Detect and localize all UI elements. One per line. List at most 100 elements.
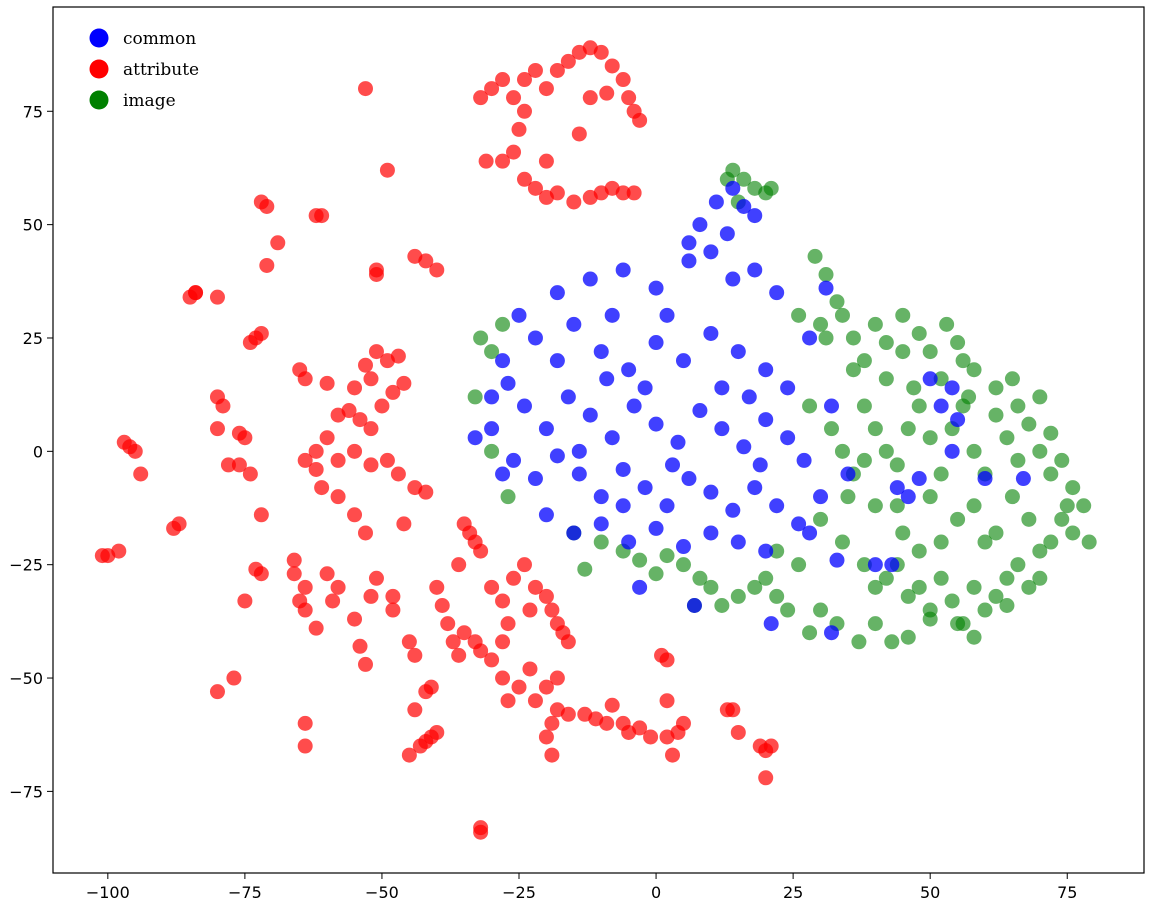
- point-attribute-188: [495, 153, 511, 169]
- point-attribute-60: [253, 507, 269, 523]
- point-attribute-97: [440, 616, 456, 632]
- point-common-49: [758, 543, 774, 559]
- point-attribute-77: [325, 593, 341, 609]
- point-common-25: [780, 430, 796, 446]
- point-image-45: [1081, 534, 1097, 550]
- point-image-114: [950, 511, 966, 527]
- point-common-40: [791, 516, 807, 532]
- point-common-36: [703, 484, 719, 500]
- point-attribute-47: [314, 480, 330, 496]
- point-common-12: [500, 375, 516, 391]
- point-attribute-135: [538, 679, 554, 695]
- point-common-38: [747, 480, 763, 496]
- y-tick-label: −50: [9, 669, 43, 688]
- point-image-1: [736, 171, 752, 187]
- point-attribute-130: [495, 670, 511, 686]
- point-image-76: [758, 570, 774, 586]
- point-attribute-159: [730, 724, 746, 740]
- point-image-18: [955, 353, 971, 369]
- point-image-39: [1021, 416, 1037, 432]
- point-common-80: [889, 480, 905, 496]
- point-attribute-10: [429, 262, 445, 278]
- x-axis: −100 −75 −50 −25 0 25 50 75: [86, 873, 1077, 902]
- point-common-58: [769, 285, 785, 301]
- point-image-110: [1059, 498, 1075, 514]
- point-image-58: [966, 579, 982, 595]
- point-common-37: [725, 502, 741, 518]
- point-image-71: [922, 611, 938, 627]
- point-attribute-35: [363, 421, 379, 437]
- point-attribute-139: [538, 729, 554, 745]
- point-common-45: [648, 520, 664, 536]
- point-image-83: [659, 548, 675, 564]
- point-attribute-124: [407, 702, 423, 718]
- point-common-96: [637, 380, 653, 396]
- point-common-76: [802, 330, 818, 346]
- point-image-73: [966, 629, 982, 645]
- point-common-81: [900, 489, 916, 505]
- point-image-80: [703, 579, 719, 595]
- point-image-17: [939, 316, 955, 332]
- point-attribute-78: [308, 620, 324, 636]
- point-attribute-141: [560, 706, 576, 722]
- point-attribute-172: [538, 81, 554, 97]
- point-common-54: [681, 253, 697, 269]
- point-image-108: [1032, 389, 1048, 405]
- point-image-29: [911, 398, 927, 414]
- point-attribute-178: [604, 58, 620, 74]
- point-common-50: [549, 285, 565, 301]
- x-tick-label: 75: [1057, 883, 1077, 902]
- point-common-57: [747, 262, 763, 278]
- point-image-69: [884, 634, 900, 650]
- point-image-93: [473, 330, 489, 346]
- point-image-74: [851, 634, 867, 650]
- point-attribute-45: [297, 452, 313, 468]
- point-attribute-42: [390, 466, 406, 482]
- point-common-97: [615, 498, 631, 514]
- point-common-11: [780, 380, 796, 396]
- point-image-105: [950, 335, 966, 351]
- point-common-77: [818, 280, 834, 296]
- point-common-8: [703, 325, 719, 341]
- y-tick-label: 50: [23, 216, 43, 235]
- point-common-66: [484, 421, 500, 437]
- point-image-47: [834, 534, 850, 550]
- point-image-89: [769, 588, 785, 604]
- point-attribute-133: [522, 661, 538, 677]
- point-common-23: [736, 439, 752, 455]
- point-attribute-180: [621, 90, 637, 106]
- point-attribute-162: [763, 738, 779, 754]
- point-common-21: [692, 403, 708, 419]
- point-common-15: [560, 389, 576, 405]
- point-common-98: [714, 380, 730, 396]
- point-attribute-76: [330, 579, 346, 595]
- point-common-71: [824, 398, 840, 414]
- point-common-90: [884, 557, 900, 573]
- point-image-86: [593, 534, 609, 550]
- point-attribute-71: [253, 566, 269, 582]
- point-attribute-104: [495, 634, 511, 650]
- point-image-95: [495, 316, 511, 332]
- point-image-4: [763, 180, 779, 196]
- point-attribute-169: [506, 90, 522, 106]
- point-attribute-193: [549, 185, 565, 201]
- point-attribute-140: [544, 747, 560, 763]
- point-image-7: [791, 307, 807, 323]
- point-image-132: [791, 557, 807, 573]
- point-image-20: [802, 398, 818, 414]
- legend-label-attribute: attribute: [123, 60, 199, 80]
- point-attribute-22: [319, 375, 335, 391]
- point-common-7: [675, 353, 691, 369]
- point-common-32: [615, 461, 631, 477]
- point-attribute-75: [319, 566, 335, 582]
- point-attribute-116: [527, 579, 543, 595]
- point-attribute-91: [385, 588, 401, 604]
- point-image-40: [1032, 443, 1048, 459]
- point-image-52: [900, 588, 916, 604]
- point-common-61: [725, 180, 741, 196]
- point-common-68: [495, 466, 511, 482]
- point-common-13: [516, 398, 532, 414]
- point-image-24: [856, 398, 872, 414]
- point-common-30: [571, 466, 587, 482]
- point-common-86: [944, 443, 960, 459]
